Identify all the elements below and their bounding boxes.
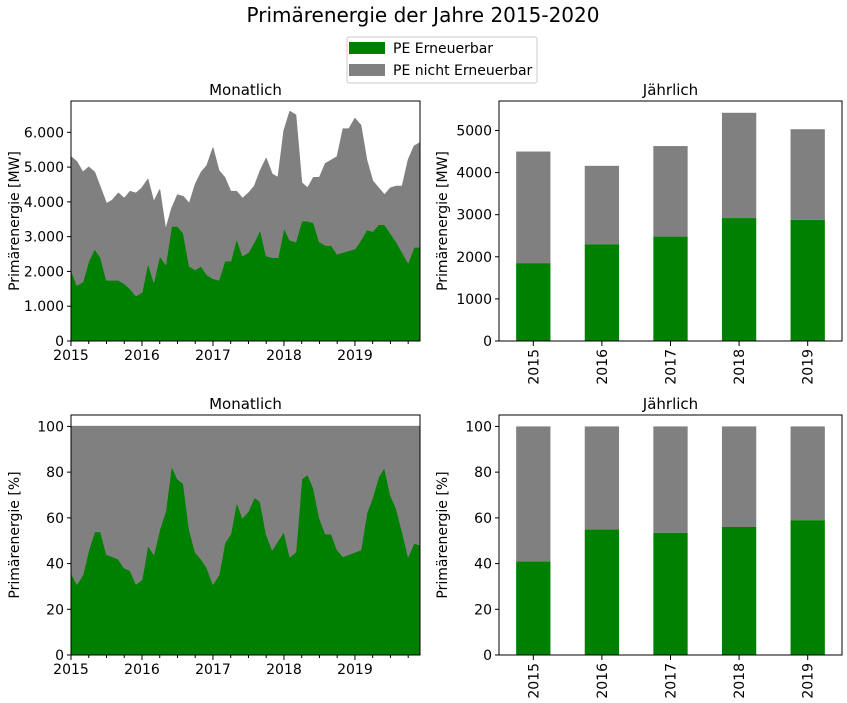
x-tick-label: 2015 (53, 348, 89, 364)
x-tick-label: 2016 (124, 662, 160, 678)
x-tick-label: 2019 (801, 663, 817, 699)
y-tick-label: 20 (474, 602, 492, 618)
x-tick-label: 2015 (53, 662, 89, 678)
legend-label-renewable: PE Erneuerbar (393, 41, 493, 57)
y-tick-label: 5.000 (24, 160, 64, 176)
panel-title: Monatlich (209, 81, 282, 99)
bar-renewable (584, 244, 620, 341)
panel-title: Jährlich (642, 81, 698, 99)
panel-yearly-percent: Jährlich Primärenergie [%] 0 20 40 60 80 100 201… (435, 395, 843, 699)
y-axis-label: Primärenergie [MW] (435, 151, 451, 291)
bar-renewable (516, 561, 551, 655)
bar-renewable (653, 236, 688, 341)
y-tick-label: 0 (483, 334, 492, 350)
y-tick-label: 40 (474, 557, 492, 573)
y-tick-label: 80 (474, 465, 492, 481)
y-tick-label: 1000 (456, 292, 492, 308)
y-tick-label: 2000 (456, 250, 492, 266)
y-tick-label: 60 (474, 511, 492, 527)
y-tick-label: 80 (46, 465, 64, 481)
y-tick-label: 4000 (456, 166, 492, 182)
panel-title: Jährlich (642, 395, 698, 413)
panel-yearly-mw: Jährlich Primärenergie [MW] 0 1000 2000 3000 4… (435, 81, 843, 385)
bar-nonrenewable (653, 146, 688, 237)
y-axis-label: Primärenergie [MW] (7, 151, 23, 291)
y-tick-label: 5000 (456, 123, 492, 139)
y-tick-label: 40 (46, 557, 64, 573)
x-tick-label: 2015 (526, 349, 542, 385)
y-tick-label: 60 (46, 511, 64, 527)
y-tick-label: 0 (55, 334, 64, 350)
x-tick-label: 2017 (195, 348, 231, 364)
x-tick-label: 2016 (595, 349, 611, 385)
bar-renewable (790, 520, 825, 655)
bar-nonrenewable (790, 129, 825, 220)
plot-frame (70, 414, 421, 656)
legend-swatch-nonrenewable (349, 64, 385, 76)
bar-nonrenewable (653, 426, 688, 533)
y-tick-label: 6.000 (24, 125, 64, 141)
plot-frame (70, 100, 421, 342)
legend-frame (346, 36, 538, 84)
x-tick-label: 2017 (664, 663, 680, 699)
legend: PE Erneuerbar PE nicht Erneuerbar (346, 36, 538, 84)
y-tick-label: 20 (46, 602, 64, 618)
y-tick-label: 4.000 (24, 195, 64, 211)
x-tick-label: 2016 (595, 663, 611, 699)
x-tick-label: 2019 (337, 348, 373, 364)
legend-label-nonrenewable: PE nicht Erneuerbar (393, 63, 533, 79)
bar-nonrenewable (721, 426, 757, 527)
legend-swatch-renewable (349, 42, 385, 54)
bar-renewable (790, 219, 825, 341)
bar-renewable (721, 218, 757, 341)
y-tick-label: 0 (55, 648, 64, 664)
plot-frame (498, 100, 843, 342)
figure-title: Primärenergie der Jahre 2015-2020 (247, 3, 600, 27)
panel-title: Monatlich (209, 395, 282, 413)
bar-renewable (721, 527, 757, 655)
bar-nonrenewable (790, 426, 825, 521)
y-axis-label: Primärenergie [%] (435, 471, 451, 598)
x-tick-label: 2016 (124, 348, 160, 364)
y-tick-label: 100 (37, 419, 64, 435)
x-tick-label: 2018 (266, 662, 302, 678)
bar-nonrenewable (516, 151, 551, 264)
y-tick-label: 1.000 (24, 299, 64, 315)
panel-monthly-mw: Monatlich Primärenergie [MW] 0 1.000 2.000 3.… (7, 81, 421, 364)
x-tick-label: 2018 (266, 348, 302, 364)
bar-renewable (653, 532, 688, 655)
y-axis-label: Primärenergie [%] (7, 471, 23, 598)
y-tick-label: 3.000 (24, 230, 64, 246)
bar-nonrenewable (584, 426, 620, 530)
x-tick-label: 2015 (526, 663, 542, 699)
y-tick-label: 2.000 (24, 264, 64, 280)
y-tick-label: 100 (465, 419, 492, 435)
x-tick-label: 2018 (732, 663, 748, 699)
y-tick-label: 0 (483, 648, 492, 664)
x-tick-label: 2019 (801, 349, 817, 385)
bar-nonrenewable (584, 165, 620, 245)
x-tick-label: 2018 (732, 349, 748, 385)
x-tick-label: 2017 (664, 349, 680, 385)
bar-nonrenewable (721, 112, 757, 219)
bar-nonrenewable (516, 426, 551, 562)
y-tick-label: 3000 (456, 208, 492, 224)
x-tick-label: 2017 (195, 662, 231, 678)
x-tick-label: 2019 (337, 662, 373, 678)
bar-renewable (584, 529, 620, 655)
plot-frame (498, 414, 843, 656)
panel-monthly-percent: Monatlich Primärenergie [%] 0 20 40 60 80 100 20… (7, 395, 421, 678)
bar-renewable (516, 263, 551, 341)
